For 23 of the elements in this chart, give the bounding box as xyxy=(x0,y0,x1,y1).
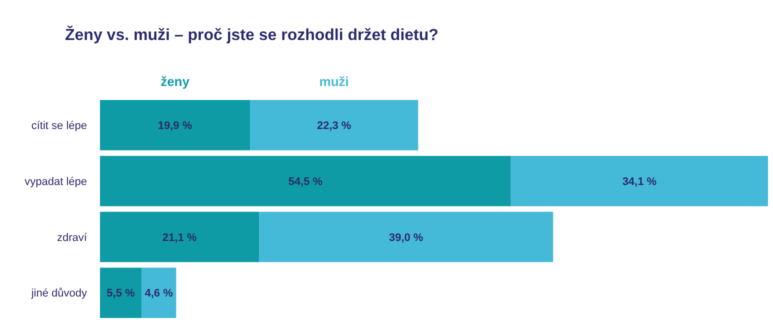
bar xyxy=(250,100,418,150)
bar xyxy=(100,268,142,318)
bar xyxy=(141,268,176,318)
bar xyxy=(100,156,511,206)
chart-title: Ženy vs. muži – proč jste se rozhodli držet dietu? xyxy=(65,25,438,44)
y-tick-label: zdraví xyxy=(57,232,88,244)
data-label: 34,1 % xyxy=(622,176,657,188)
data-label: 19,9 % xyxy=(158,120,192,132)
bar xyxy=(100,100,250,150)
bar xyxy=(100,212,260,262)
data-label: 54,5 % xyxy=(288,176,323,188)
y-tick-label: cítit se lépe xyxy=(31,120,87,132)
data-label: 22,3 % xyxy=(316,120,352,132)
data-label: 4,6 % xyxy=(144,288,174,300)
bar xyxy=(259,212,554,262)
series-label: muži xyxy=(319,74,349,89)
series-label: ženy xyxy=(160,74,190,89)
data-label: 21,1 % xyxy=(162,232,197,244)
bar xyxy=(510,156,768,206)
y-tick-label: vypadat lépe xyxy=(24,176,87,188)
data-label: 39,0 % xyxy=(388,232,424,244)
data-label: 5,5 % xyxy=(106,288,136,300)
y-tick-label: jiné důvody xyxy=(30,288,88,300)
